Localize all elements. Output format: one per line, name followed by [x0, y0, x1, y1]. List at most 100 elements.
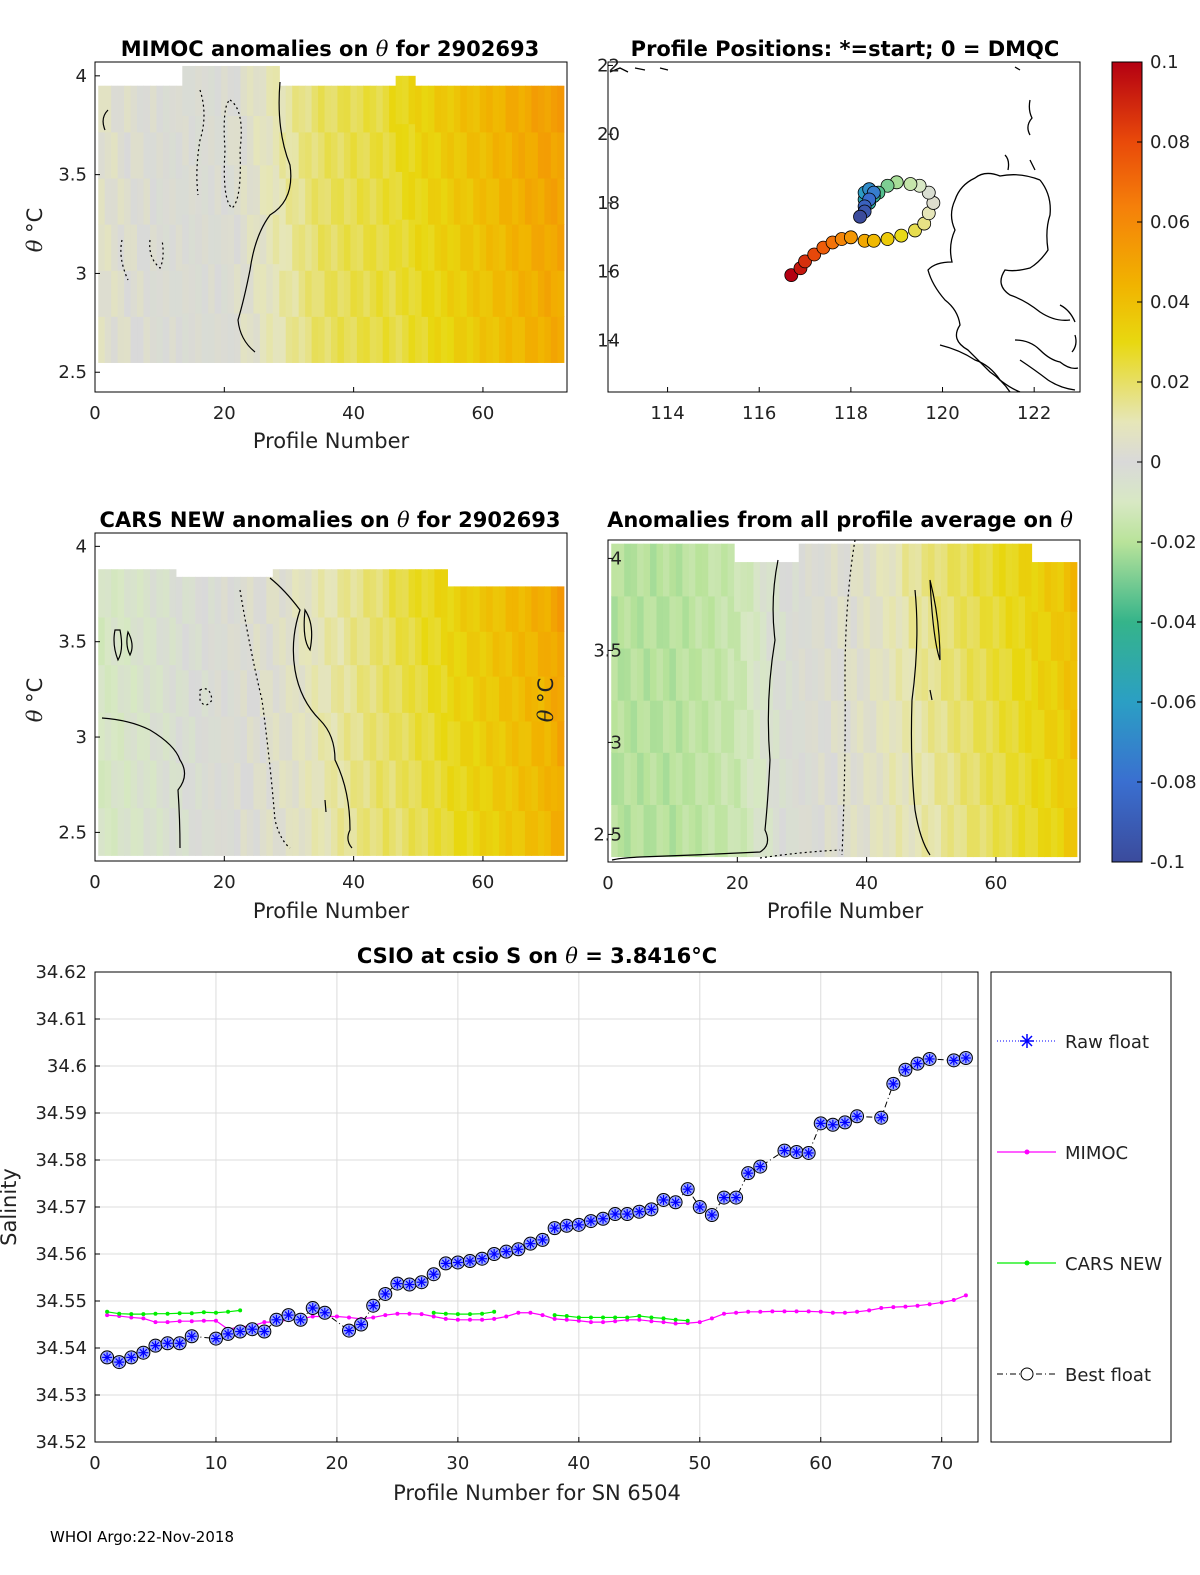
heatmap-cell: [531, 270, 539, 317]
heatmap-cell: [1070, 562, 1078, 612]
x-tick-label: 114: [650, 403, 684, 424]
heatmap-cell: [111, 131, 119, 179]
heatmap-cell: [460, 765, 468, 812]
raw-float-point: [803, 1147, 814, 1158]
heatmap-cell: [188, 716, 196, 764]
y-tick-label: 34.6: [47, 1056, 87, 1077]
heatmap-cell: [149, 131, 158, 179]
raw-float-point: [888, 1078, 899, 1089]
raw-float-point: [102, 1352, 113, 1363]
heatmap-cell: [863, 700, 871, 753]
heatmap-cell: [292, 85, 300, 133]
heatmap-cell: [656, 647, 664, 701]
heatmap-cell: [402, 664, 410, 713]
mimoc-line: [107, 1294, 967, 1330]
heatmap-cell: [973, 700, 981, 753]
heatmap-cell: [486, 85, 494, 133]
heatmap-cell: [305, 224, 313, 271]
heatmap-cell: [266, 762, 274, 810]
heatmap-cell: [524, 676, 533, 722]
heatmap-cell: [928, 700, 936, 753]
mimoc-point: [310, 1314, 315, 1319]
raw-float-point: [392, 1278, 403, 1289]
heatmap-cell: [960, 543, 968, 597]
cars-point: [601, 1315, 606, 1320]
heatmap-cell: [557, 270, 565, 317]
heatmap-cell: [311, 224, 319, 271]
heatmap-cell: [285, 224, 293, 271]
heatmap-cell: [460, 224, 468, 271]
y-tick-label: 3: [611, 732, 622, 753]
heatmap-cell: [156, 569, 164, 618]
heatmap-cell: [524, 765, 533, 812]
heatmap-cell: [557, 810, 565, 856]
heatmap-cell: [188, 214, 196, 265]
heatmap-cell: [182, 263, 190, 314]
heatmap-cell: [479, 720, 487, 767]
heatmap-cell: [350, 85, 358, 133]
heatmap-cell: [902, 804, 910, 858]
heatmap-cell: [531, 720, 539, 767]
heatmap-cell: [324, 759, 332, 809]
float-track: [784, 175, 941, 283]
heatmap-cell: [356, 131, 364, 179]
heatmap-cell: [460, 131, 468, 179]
heatmap-cell: [447, 676, 455, 722]
heatmap-cell: [415, 131, 423, 179]
heatmap-cell: [505, 676, 513, 722]
heatmap-cell: [427, 616, 436, 666]
y-tick-label: 34.62: [35, 962, 87, 983]
heatmap-cell: [221, 214, 229, 265]
heatmap-cell: [740, 562, 748, 612]
allavg-yticks: 43.532.5: [593, 548, 622, 845]
mimoc-point: [842, 1310, 847, 1315]
heatmap-cell: [259, 669, 267, 717]
heatmap-cell: [318, 224, 326, 271]
heatmap-cell: [902, 700, 910, 753]
raw-float-point: [259, 1326, 270, 1337]
heatmap-cell: [611, 647, 619, 701]
heatmap-cell: [630, 595, 638, 649]
heatmap-cell: [479, 270, 487, 317]
heatmap-cell: [953, 595, 961, 649]
heatmap-cell: [492, 131, 500, 179]
heatmap-cell: [460, 586, 468, 632]
heatmap-cell: [434, 616, 442, 666]
heatmap-cell: [708, 647, 716, 701]
heatmap-cell: [524, 224, 533, 271]
heatmap-cell: [882, 804, 890, 858]
heatmap-cell: [882, 752, 890, 805]
raw-float-point: [549, 1223, 560, 1234]
heatmap-cell: [505, 224, 513, 271]
heatmap-cell: [785, 611, 793, 661]
legend-item-cars: CARS NEW: [997, 1254, 1162, 1275]
heatmap-cell: [382, 224, 390, 271]
x-tick-label: 30: [446, 1453, 469, 1474]
heatmap-cell: [227, 65, 235, 116]
heatmap-cell: [298, 712, 306, 761]
heatmap-cell: [311, 569, 319, 618]
heatmap-cell: [772, 611, 780, 661]
colorbar: 0.10.080.060.040.020-0.02-0.04-0.06-0.08…: [1111, 52, 1197, 873]
heatmap-cell: [512, 720, 520, 767]
heatmap-cell: [1005, 595, 1013, 649]
heatmap-cell: [272, 569, 280, 618]
heatmap-cell: [721, 700, 729, 753]
heatmap-cell: [111, 712, 119, 761]
heatmap-cell: [960, 752, 968, 805]
heatmap-cell: [785, 807, 793, 858]
heatmap-cell: [934, 752, 942, 805]
heatmap-cell: [408, 759, 416, 809]
heatmap-cell: [343, 177, 351, 225]
heatmap-cell: [747, 611, 755, 661]
heatmap-cell: [617, 595, 625, 649]
heatmap-cell: [214, 762, 222, 810]
heatmap-cell: [363, 712, 371, 761]
heatmap-cell: [279, 85, 287, 133]
heatmap-cell: [721, 804, 729, 858]
heatmap-cell: [104, 85, 112, 133]
heatmap-cell: [499, 810, 507, 856]
heatmap-cell: [369, 616, 377, 666]
heatmap-cell: [124, 569, 132, 618]
